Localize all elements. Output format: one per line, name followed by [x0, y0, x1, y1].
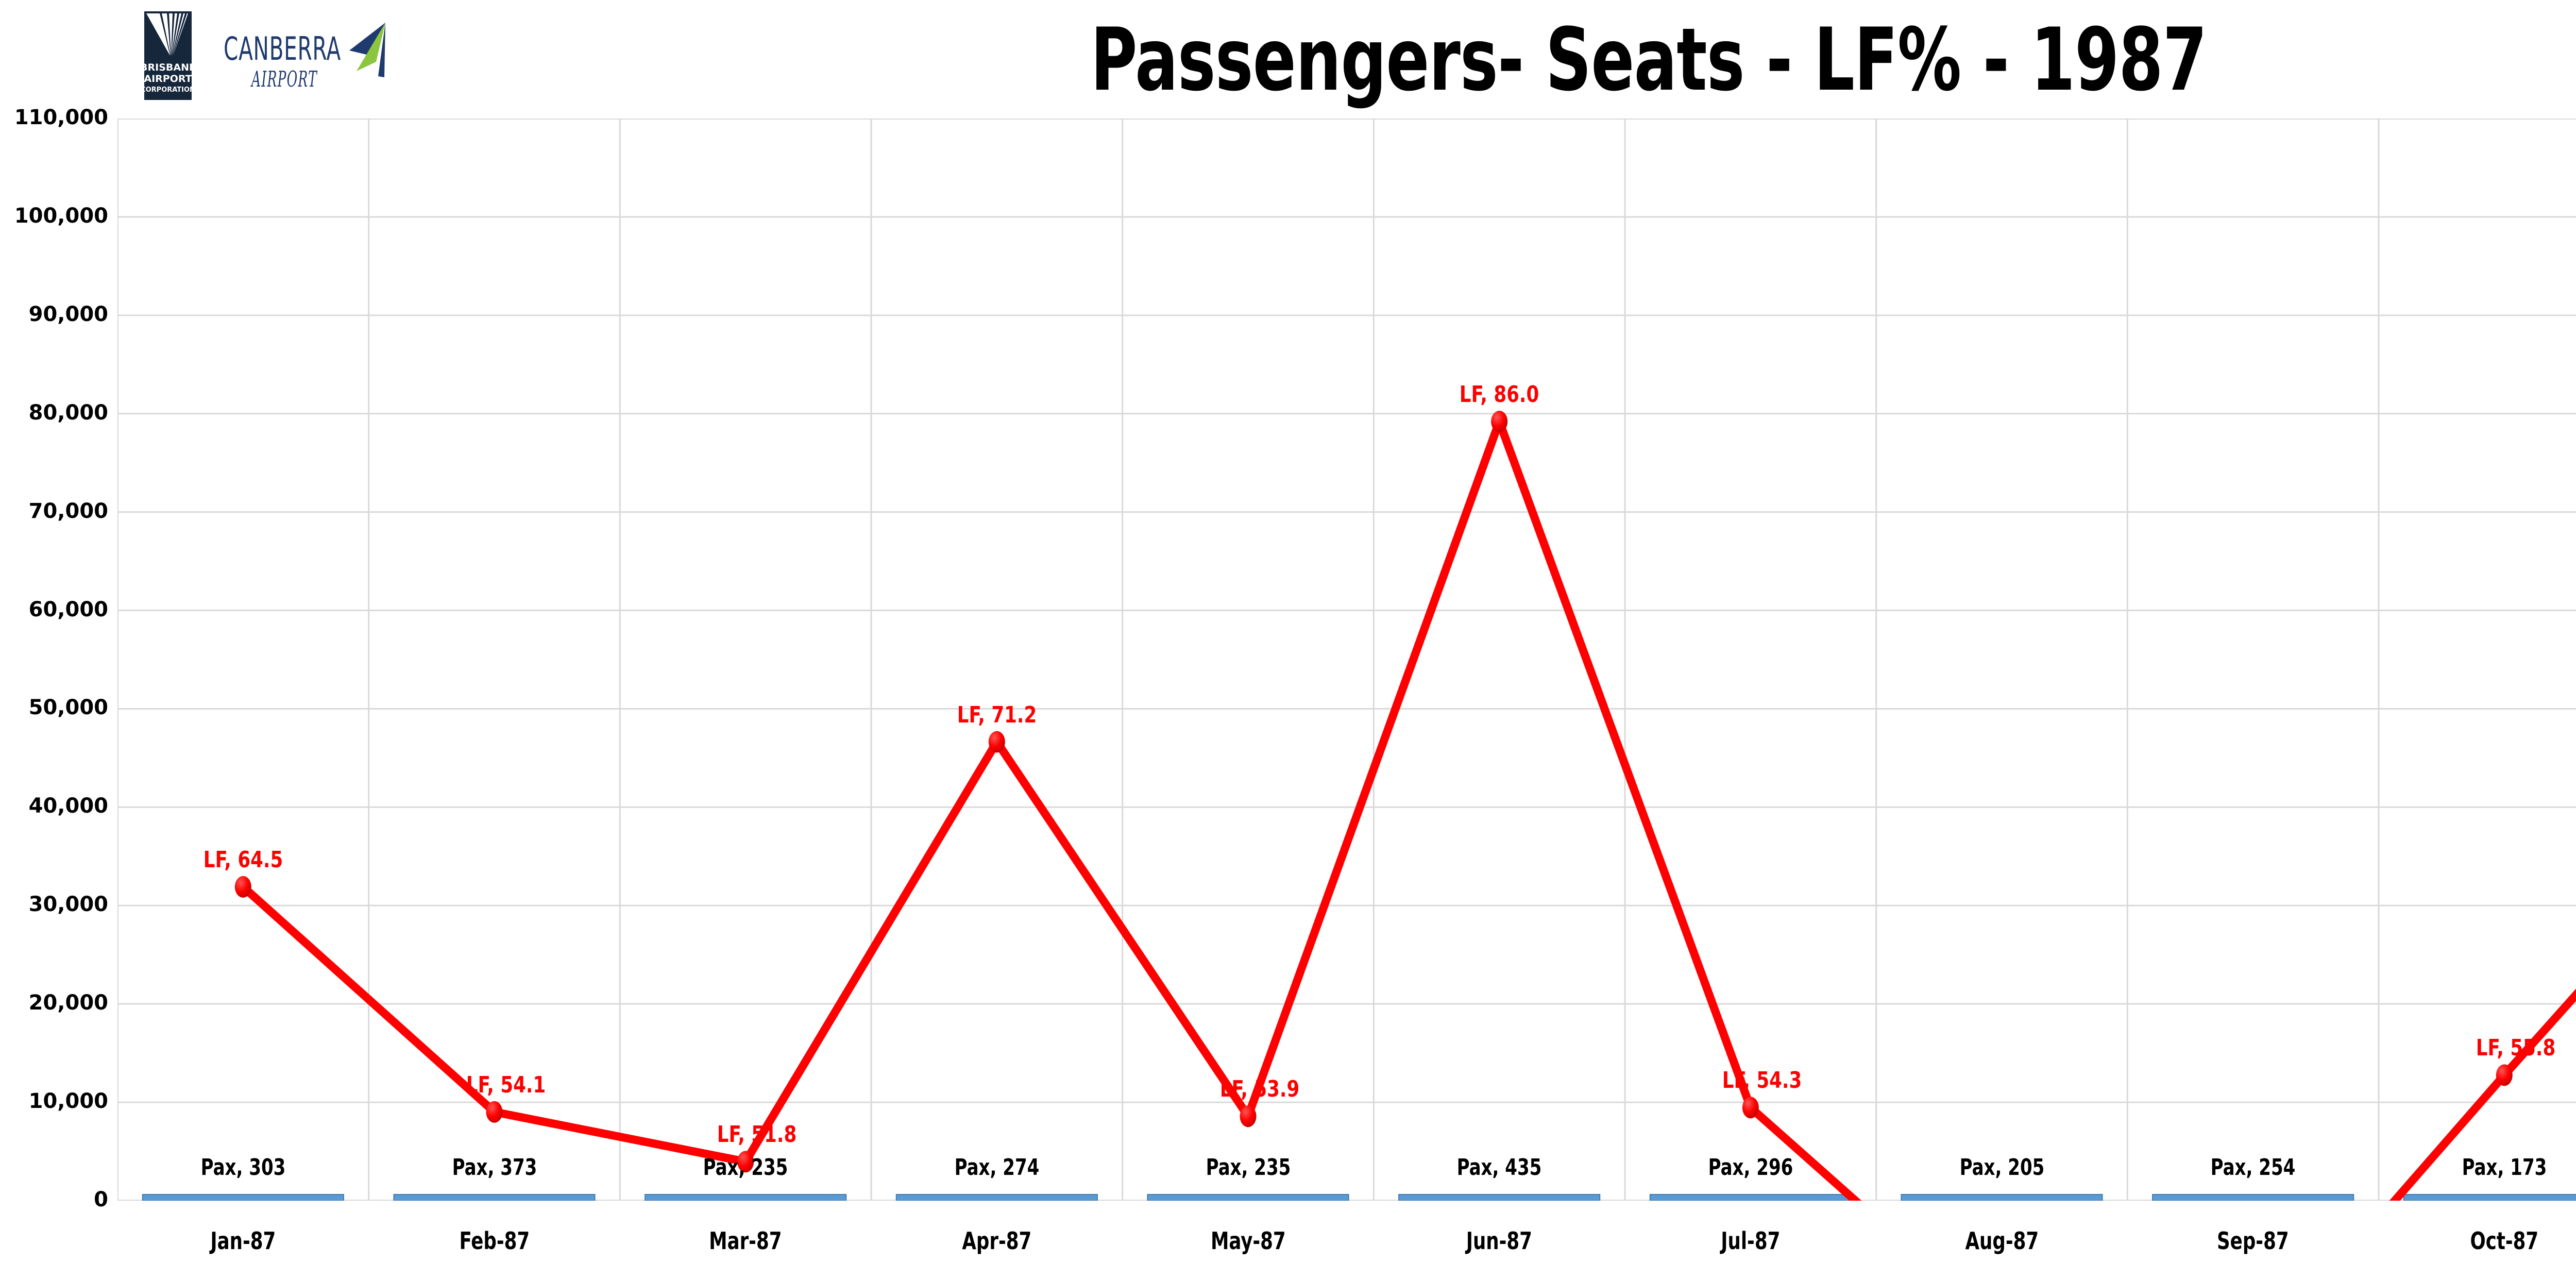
category-axis-label: Jul-87 — [1721, 1227, 1781, 1255]
category-axis-label: Mar-87 — [709, 1227, 782, 1255]
left-axis-tick: 20,000 — [28, 991, 108, 1015]
pax-data-label: Pax, 373 — [452, 1154, 537, 1181]
category-axis-label: Jan-87 — [210, 1227, 276, 1255]
left-axis-tick: 40,000 — [28, 794, 108, 818]
pax-data-label: Pax, 303 — [200, 1154, 286, 1181]
left-axis-tick: 90,000 — [28, 302, 108, 326]
category-axis: Jan-87 Feb-87 Mar-87 Apr-87 May-87 Jun-87 Jul-… — [117, 1205, 2576, 1277]
category-axis-label: Oct-87 — [2470, 1227, 2539, 1255]
brisbane-airport-corporation-logo: BRISBANE AIRPORT CORPORATION — [144, 11, 192, 100]
svg-text:AIRPORT: AIRPORT — [144, 73, 192, 85]
lf-data-label: LF, 51.8 — [717, 1121, 797, 1148]
lf-data-label: LF, 64.5 — [203, 847, 283, 873]
lf-marker-group — [234, 411, 2513, 1173]
lf-data-label: LF, 71.2 — [957, 701, 1037, 728]
pax-data-label: Pax, 235 — [703, 1154, 788, 1181]
left-axis-tick: 80,000 — [28, 400, 108, 425]
pax-data-label: Pax, 205 — [1959, 1154, 2044, 1181]
left-axis-tick: 10,000 — [28, 1089, 108, 1114]
pax-data-label: Pax, 235 — [1206, 1154, 1291, 1181]
category-axis-label: Feb-87 — [459, 1227, 530, 1255]
canberra-airport-logo: CANBERRA AIRPORT — [224, 23, 385, 92]
left-axis-tick: 50,000 — [28, 696, 108, 720]
svg-text:CANBERRA: CANBERRA — [224, 30, 341, 68]
lf-data-label: LF, 53.9 — [1219, 1076, 1299, 1103]
lf-data-label: LF, 54.3 — [1722, 1067, 1802, 1094]
lf-data-label: LF, 54.1 — [466, 1071, 546, 1098]
plot-area: Pax, 303 Pax, 373 Pax, 235 Pax, 274 Pax, 235… — [117, 119, 2576, 1201]
lf-data-label: LF, 55.8 — [2476, 1035, 2556, 1062]
left-axis-tick: 100,000 — [14, 204, 108, 228]
left-axis-tick: 110,000 — [14, 106, 108, 129]
lf-data-label: LF, 86.0 — [1459, 381, 1539, 408]
plot-frame — [117, 119, 2576, 1201]
svg-text:BRISBANE: BRISBANE — [144, 62, 192, 73]
category-axis-label: Sep-87 — [2217, 1227, 2289, 1255]
left-axis-tick: 70,000 — [28, 499, 108, 523]
category-axis-label: Apr-87 — [962, 1227, 1032, 1255]
category-axis-label: Jun-87 — [1466, 1227, 1533, 1255]
lf-line-series — [239, 417, 2576, 1201]
svg-text:CORPORATION: CORPORATION — [144, 86, 192, 94]
pax-data-label: Pax, 274 — [954, 1154, 1040, 1181]
svg-text:AIRPORT: AIRPORT — [250, 66, 318, 92]
left-axis-tick: 60,000 — [28, 597, 108, 621]
category-axis-label: May-87 — [1210, 1227, 1286, 1255]
gridlines — [117, 119, 2576, 1201]
pax-data-label: Pax, 254 — [2210, 1154, 2296, 1181]
page-title: Passengers- Seats - LF% - 1987 — [1090, 9, 2207, 110]
pax-data-label: Pax, 173 — [2462, 1154, 2547, 1181]
left-axis-tick: 30,000 — [28, 893, 108, 917]
chart-canvas — [117, 119, 2576, 1201]
chart-header: BRISBANE AIRPORT CORPORATION CANBERRA AI… — [0, 0, 2576, 120]
category-axis-label: Aug-87 — [1965, 1227, 2039, 1255]
pax-data-label: Pax, 435 — [1456, 1154, 1542, 1181]
seats-bar-series — [142, 1194, 2576, 1201]
left-axis-tick: 0 — [94, 1188, 108, 1211]
pax-data-label: Pax, 296 — [1708, 1154, 1793, 1181]
